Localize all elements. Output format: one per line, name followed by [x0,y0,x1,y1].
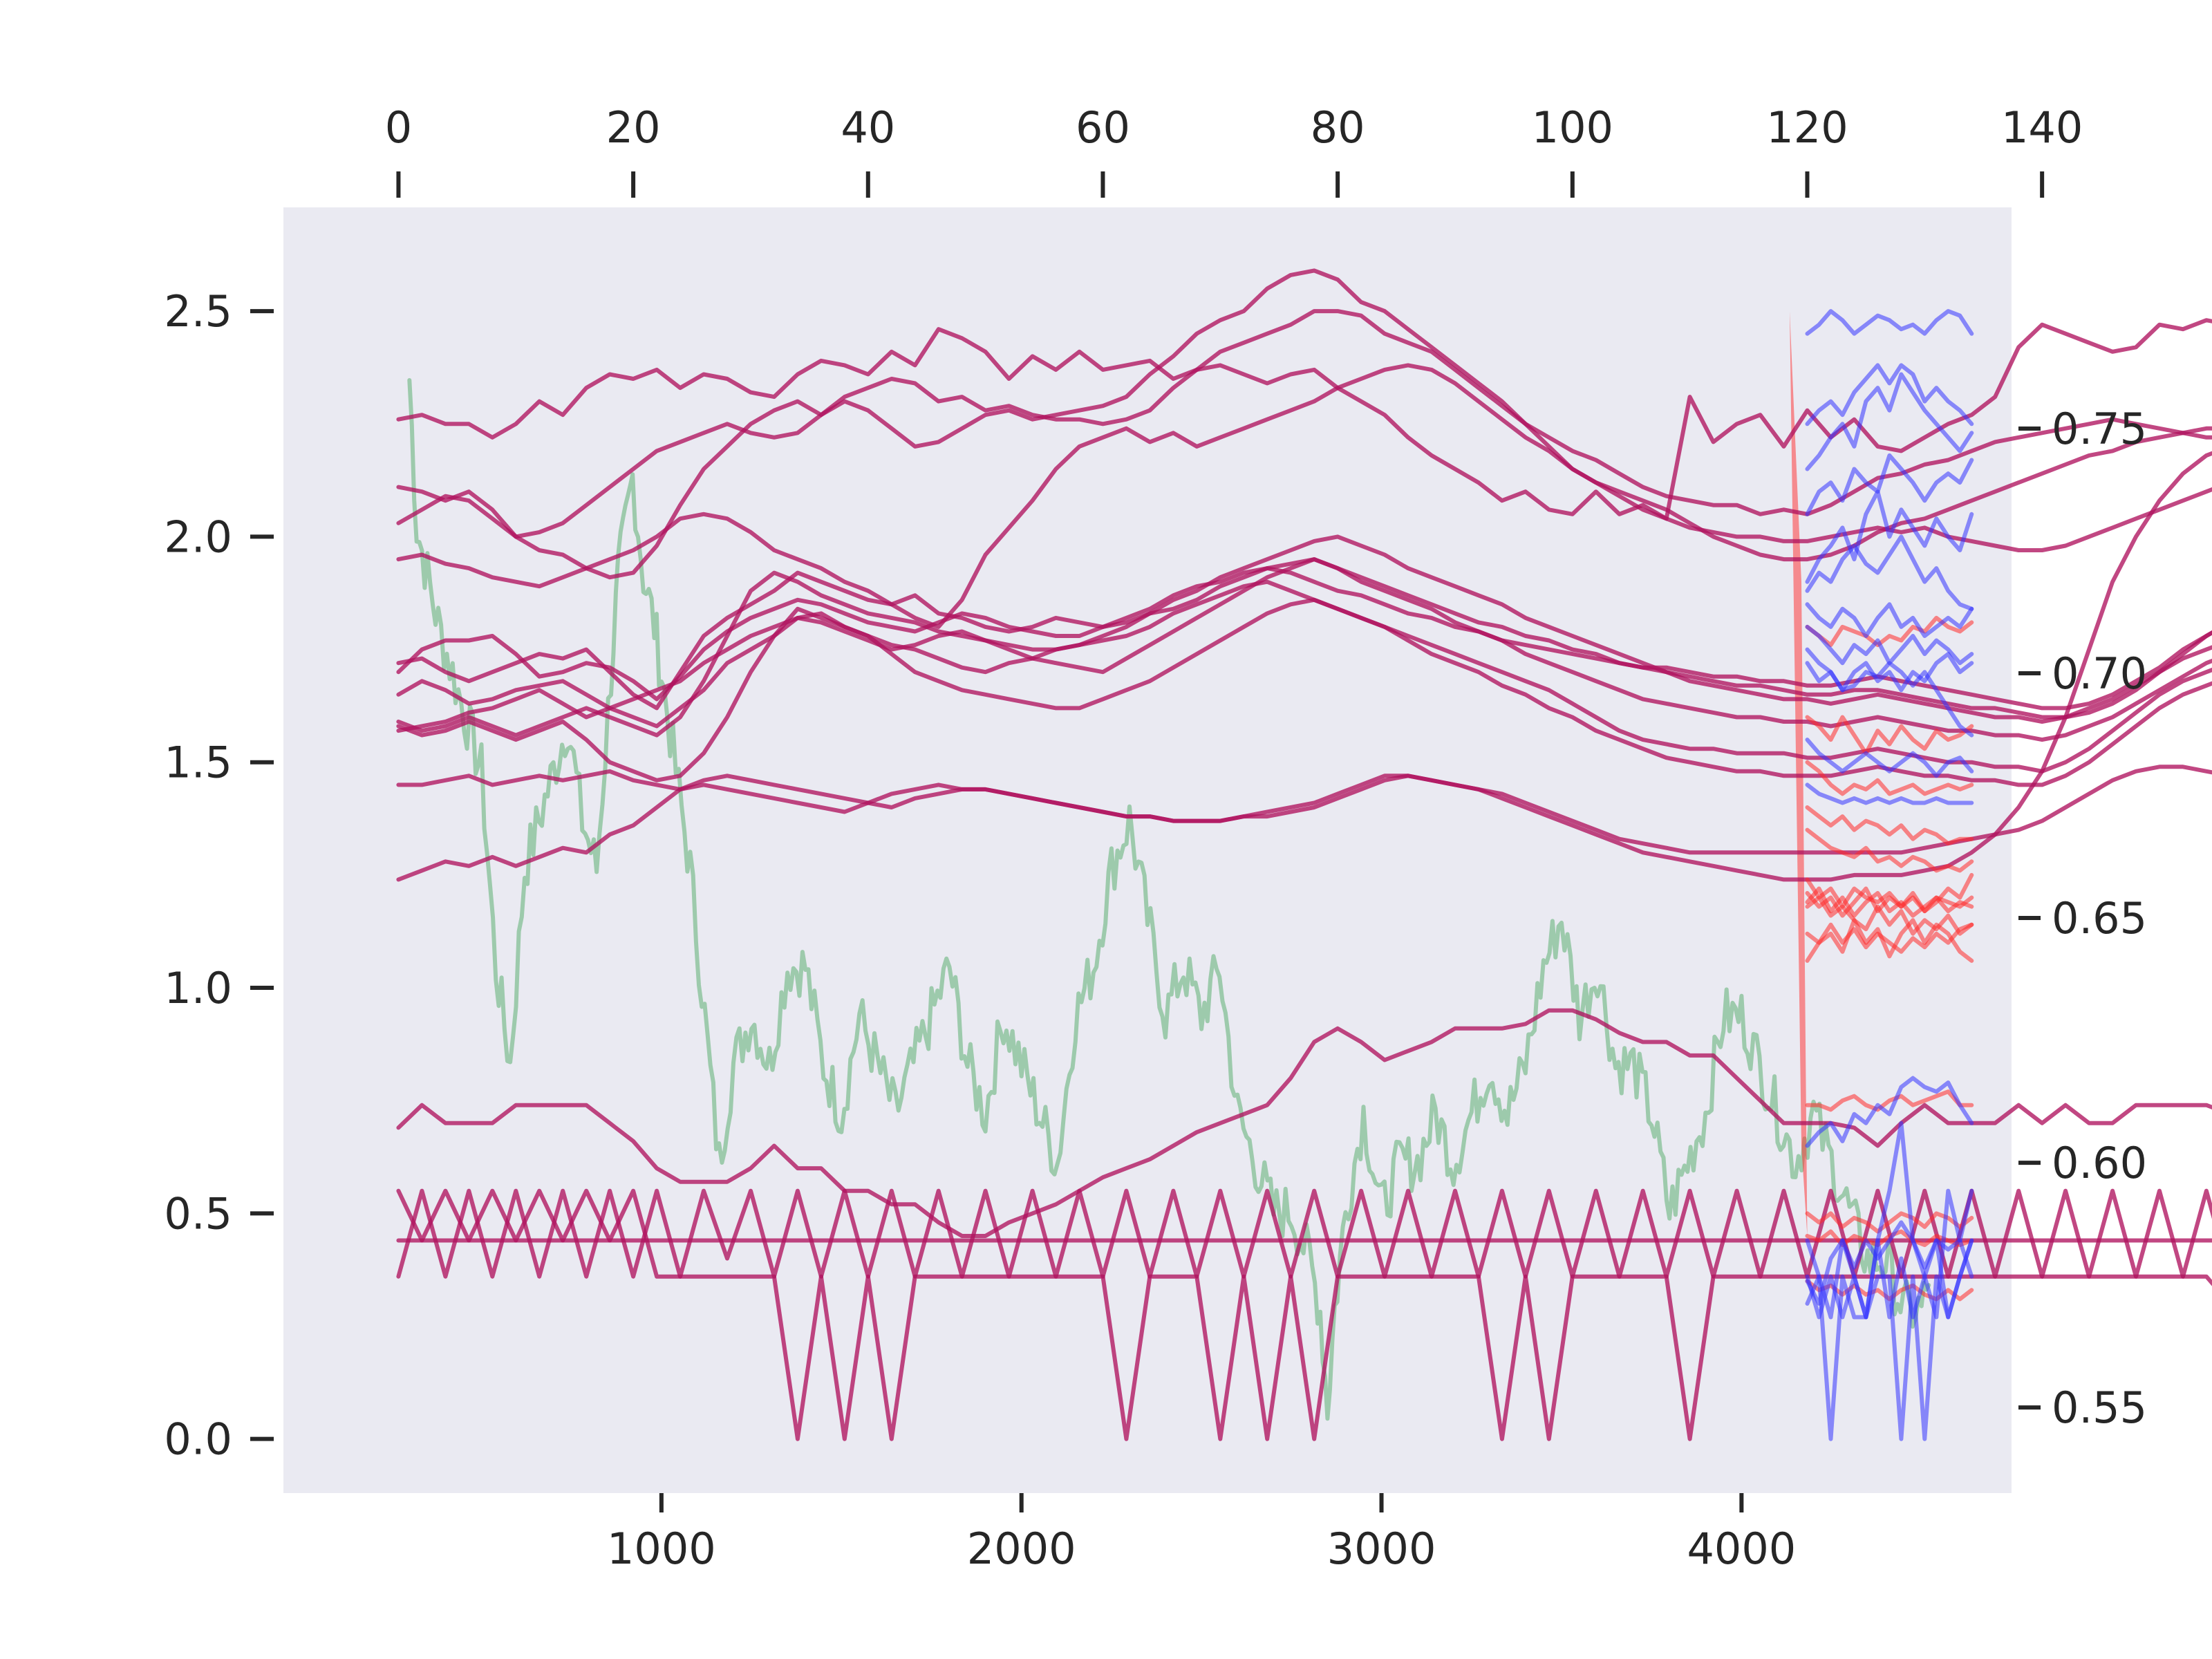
forecast-blue-series-line [1805,453,1974,516]
bottom-axis-tick-label: 2000 [967,1524,1076,1574]
top-axis-tick-label: 40 [841,102,895,153]
right-axis-tick-label: 0.75 [2052,404,2147,454]
right-axis-tick-label: 0.55 [2052,1382,2147,1433]
left-axis-tick-label: 1.5 [164,738,232,788]
forecast-red-series-line [1805,827,1974,873]
forecast-red-series-line [1805,760,1974,796]
bottom-axis-tick-label: 3000 [1327,1524,1436,1574]
forecast-red-series-line [1805,918,1974,963]
right-axis-tick-label: 0.70 [2052,648,2147,699]
left-axis-tick-label: 2.5 [164,286,232,337]
forecast-blue-series-line [1805,782,1974,805]
history-series-line [396,597,2212,787]
forecast-red-series-line [1805,872,1974,914]
forecast-red-series-line [1805,886,1974,918]
left-axis-tick-label: 2.0 [164,512,232,562]
axes-layer: 1000 2000 3000 4000 0 20 40 60 80 100 120 140 0.0 0.5… [164,102,2147,1574]
forecast-blue-series-line [1805,309,1974,336]
forecast-blue-series-line [1805,372,1974,471]
forecast-blue-series-line [1805,602,1974,638]
history-series-line [396,566,2212,711]
forecast-blue-series-line [1805,489,1974,584]
top-axis-tick-label: 60 [1076,102,1130,153]
top-axis-tick-label: 120 [1766,102,1848,153]
history-series-line [396,1008,2212,1238]
forecast-red-series-line [1805,895,1974,936]
history-series-line [396,534,2212,729]
forecast-blue-series-line [1805,1076,1974,1148]
right-axis-tick-label: 0.65 [2052,893,2147,944]
series-layer [396,268,2212,1441]
forecast-red-series-line [1805,805,1974,846]
top-axis-tick-label: 0 [385,102,412,153]
left-axis-tick-label: 0.0 [164,1414,232,1465]
forecast-blue-series-line [1805,738,1974,778]
forecast-red-series-line [1805,615,1974,648]
history-series-line [396,451,2212,882]
bottom-axis-tick-label: 1000 [607,1524,716,1574]
green-series-line [407,378,1931,1421]
forecast-red-series-line [1805,715,1974,756]
left-axis-tick-label: 0.5 [164,1188,232,1239]
forecast-blue-series-line [1805,1238,1974,1441]
right-axis-tick-label: 0.60 [2052,1138,2147,1188]
forecast-red-series-line [1805,922,1974,954]
forecast-blue-series-line [1805,534,1974,611]
forecast-blue-series-line [1805,661,1974,738]
top-axis-tick-label: 140 [2001,102,2083,153]
forecast-blue-series-line [1805,1121,1974,1320]
top-axis-tick-label: 20 [606,102,661,153]
history-series-line [396,268,2212,562]
history-series-line [396,1188,2212,1441]
bottom-axis-tick-label: 4000 [1687,1524,1796,1574]
top-axis-tick-label: 100 [1532,102,1613,153]
forecast-red-series-line [1805,1089,1974,1112]
top-axis-tick-label: 80 [1311,102,1365,153]
history-series-line [396,309,2212,580]
forecast-blue-series-line [1805,363,1974,427]
left-axis-tick-label: 1.0 [164,963,232,1013]
